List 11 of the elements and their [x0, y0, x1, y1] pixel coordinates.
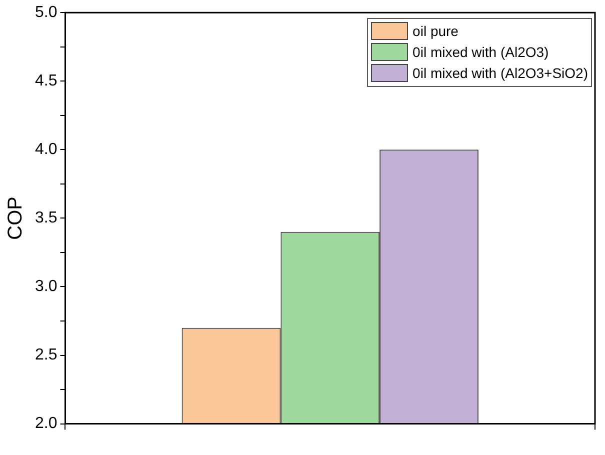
legend-label: oil pure — [412, 23, 458, 40]
legend-label: 0il mixed with (Al2O3+SiO2) — [412, 65, 588, 82]
y-tick-label: 4.5 — [34, 72, 58, 90]
y-tick-label: 3.0 — [34, 278, 58, 296]
y-tick-label: 2.5 — [34, 346, 58, 364]
y-tick-label: 4.0 — [34, 141, 58, 158]
y-tick-label: 5.0 — [34, 4, 58, 22]
y-tick-label: 3.5 — [34, 210, 58, 227]
y-tick-label: 2.0 — [34, 415, 58, 432]
legend-label: 0il mixed with (Al2O3) — [412, 44, 549, 60]
y-axis-title: COP — [4, 196, 27, 240]
